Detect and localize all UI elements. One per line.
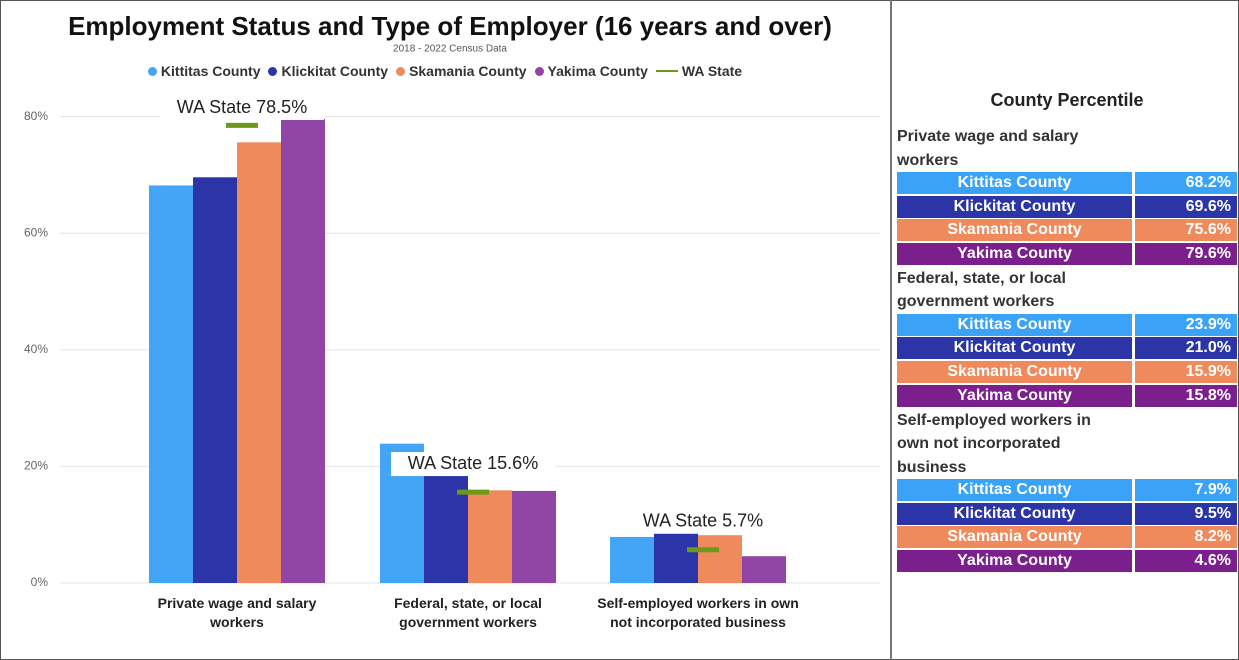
legend-swatch [268,66,278,76]
row-name: Klickitat County [897,502,1132,525]
annotation-bg [160,96,324,120]
row-name: Skamania County [897,219,1132,242]
section-heading: Federal, state, or local government work… [897,269,1066,311]
y-tick-label: 0% [31,575,49,589]
row-value: 75.6% [1135,219,1237,242]
x-tick-label-box: Self-employed workers in own not incorpo… [597,595,799,630]
row-value: 23.9% [1135,313,1237,336]
table-row: Yakima County 79.6% [897,243,1237,266]
row-value: 79.6% [1135,243,1237,266]
row-value: 15.9% [1135,361,1237,384]
x-tick-label-box: Federal, state, or local government work… [394,595,542,630]
bar [424,460,468,583]
bar [654,527,698,583]
bar [149,185,193,583]
legend-item: Klickitat County [268,63,388,79]
table-row: Yakima County 15.8% [897,384,1237,407]
row-value: 7.9% [1135,479,1237,501]
y-tick-label: 40% [24,342,48,356]
table-row: Kittitas County 7.9% [897,479,1237,501]
bar [237,142,281,583]
row-name: Kittitas County [897,313,1132,336]
bar [193,177,237,583]
row-value: 8.2% [1135,526,1237,549]
table-row: Yakima County 4.6% [897,550,1237,573]
chart-subtitle: 2018 - 2022 Census Data [393,44,507,55]
table-row: Kittitas County 23.9% [897,313,1237,336]
x-tick-label: Federal, state, or local government work… [394,595,542,630]
legend-item: Skamania County [396,63,527,79]
annotation-bg [621,509,785,534]
x-tick-label: Self-employed workers in own not incorpo… [597,595,799,630]
legend-label: Skamania County [409,63,527,79]
row-value: 68.2% [1135,172,1237,194]
legend-swatch [396,66,406,76]
row-value: 21.0% [1135,337,1237,360]
y-tick-label: 60% [24,225,48,239]
legend-label: Yakima County [547,63,648,79]
row-name: Yakima County [897,550,1132,573]
legend-item: WA State [655,63,743,79]
table-row: Kittitas County 68.2% [897,172,1237,194]
row-value: 9.5% [1135,502,1237,525]
legend-label: Klickitat County [281,63,389,79]
table-row: Klickitat County 9.5% [897,502,1237,525]
annotation-bg [391,452,555,477]
legend-label: Kittitas County [160,63,261,79]
table-row: Klickitat County 21.0% [897,337,1237,360]
bar [610,536,654,583]
divider [890,0,892,660]
row-name: Skamania County [897,361,1132,384]
row-name: Kittitas County [897,479,1132,501]
row-value: 15.8% [1135,384,1237,407]
legend-swatch [147,66,157,76]
row-name: Klickitat County [897,337,1132,360]
row-name: Klickitat County [897,195,1132,218]
row-name: Kittitas County [897,172,1132,194]
bar [742,556,786,583]
table-row: Skamania County 8.2% [897,526,1237,549]
row-name: Skamania County [897,526,1132,549]
annotation: WA State 15.6% [408,453,538,473]
row-value: 4.6% [1135,550,1237,573]
y-tick-label: 20% [24,459,48,473]
bar [468,490,512,583]
bar [512,490,556,583]
table: County Percentile Private wage and salar… [897,90,1237,574]
legend-label: WA State [681,63,743,79]
chart: Employment Status and Type of Employer (… [24,11,880,630]
section-heading: Private wage and salary workers [897,128,1079,169]
legend-item: Kittitas County [147,63,261,79]
chart-title: Employment Status and Type of Employer (… [68,11,832,41]
legend-swatch [655,70,678,72]
annotation: WA State 78.5% [177,97,307,117]
table-row: Skamania County 75.6% [897,219,1237,242]
table-title: County Percentile [990,90,1144,110]
bar [281,118,325,584]
legend-item: Yakima County [534,63,648,79]
table-row: Klickitat County 69.6% [897,195,1237,218]
legend: Kittitas County Klickitat County Skamania … [0,63,890,79]
legend-swatch [534,66,544,76]
row-name: Yakima County [897,384,1132,407]
row-value: 69.6% [1135,195,1237,218]
y-tick-label: 80% [24,109,48,123]
x-tick-label: Private wage and salary workers [157,595,317,630]
x-tick-label-box: Private wage and salary workers [157,595,317,630]
row-name: Yakima County [897,243,1132,266]
bar [698,535,742,583]
section-heading: Self-employed workers in own not incorpo… [897,411,1091,476]
annotation: WA State 5.7% [643,511,763,531]
table-row: Skamania County 15.9% [897,361,1237,384]
